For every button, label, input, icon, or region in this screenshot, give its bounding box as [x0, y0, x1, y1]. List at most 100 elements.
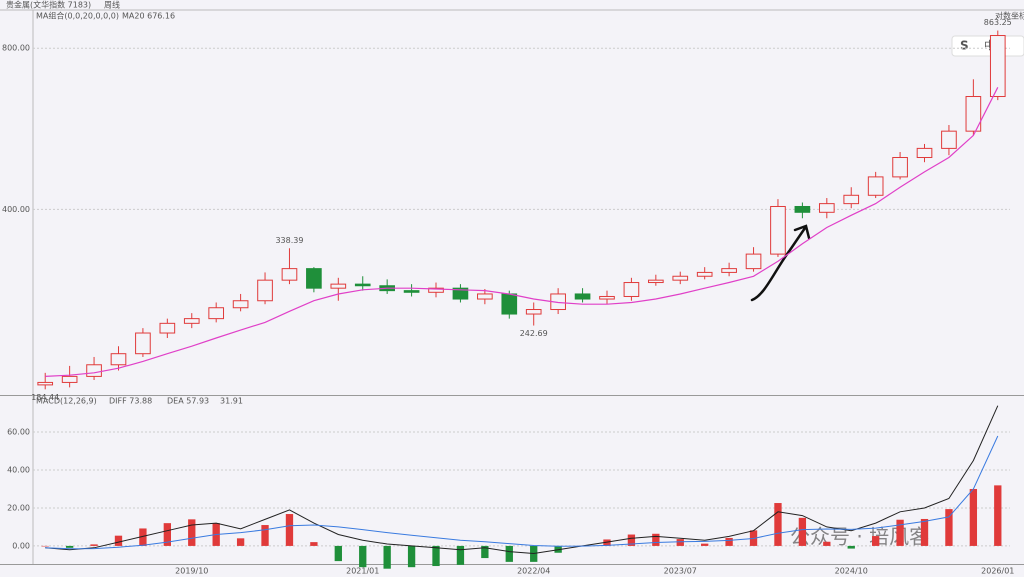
candle-body: [965, 96, 982, 132]
y-tick-label: 400.00: [2, 205, 30, 214]
candle-body: [452, 287, 469, 300]
candle-body: [721, 268, 737, 273]
candle-body: [892, 157, 908, 178]
macd-bar: [603, 539, 611, 546]
y-tick-label: 0.00: [12, 541, 30, 550]
y-tick-label: 20.00: [7, 503, 30, 512]
macd-bar: [896, 519, 904, 546]
macd-bar: [90, 544, 98, 546]
macd-line: [45, 435, 999, 550]
candle-body: [648, 279, 664, 284]
x-tick-label: 2023/07: [664, 567, 697, 576]
x-tick-label: 2024/10: [835, 567, 868, 576]
candle-body: [330, 283, 347, 289]
macd-bar: [774, 503, 782, 546]
candle-body: [61, 375, 78, 383]
macd-bar: [432, 545, 440, 567]
legend-item: MACD(12,26,9): [36, 397, 97, 406]
macd-bar: [969, 488, 978, 546]
macd-bar: [871, 536, 880, 546]
candle-body: [696, 271, 713, 277]
price-annotation: 338.39: [275, 236, 303, 245]
candle-body: [794, 205, 811, 213]
candle-body: [281, 268, 298, 281]
candle-body: [86, 364, 102, 377]
macd-bar: [920, 518, 929, 546]
candle-body: [770, 205, 786, 255]
macd-bar: [505, 545, 513, 562]
candle-body: [599, 295, 615, 300]
macd-bar: [701, 543, 709, 546]
candle-body: [477, 293, 493, 300]
candle-body: [818, 203, 835, 213]
candle-body: [916, 147, 933, 159]
x-tick-label: 2019/10: [175, 567, 208, 576]
macd-bar: [798, 517, 807, 546]
candle-body: [354, 283, 371, 287]
macd-bar: [359, 545, 367, 568]
candle-body: [135, 332, 151, 355]
macd-bar: [41, 545, 49, 547]
macd-bar: [139, 528, 147, 546]
candle-body: [574, 293, 591, 300]
candle-body: [525, 309, 542, 315]
macd-bar: [945, 509, 953, 546]
candle-body: [941, 130, 957, 149]
macd-bar: [994, 485, 1002, 546]
legend-item: MA组合(0,0,20,0,0,0): [36, 11, 119, 21]
candle-body: [501, 293, 518, 315]
candle-body: [867, 176, 884, 196]
macd-bar: [676, 539, 684, 546]
macd-bar: [383, 545, 391, 569]
macd-bar: [310, 542, 318, 546]
macd-bar: [236, 538, 245, 546]
legend-item: MA20 676.16: [122, 12, 175, 21]
macd-bar: [65, 545, 74, 548]
candle-body: [110, 353, 127, 366]
hand-arrow: [750, 224, 811, 302]
candle-body: [208, 307, 225, 320]
candle-body: [183, 318, 200, 324]
macd-bar: [456, 545, 465, 565]
candle-body: [257, 279, 273, 302]
macd-bar: [114, 535, 123, 546]
macd-bar: [481, 545, 489, 559]
legend-item: 31.91: [220, 397, 243, 406]
candle-body: [745, 253, 762, 270]
candle-body: [428, 287, 444, 293]
ma-line: [45, 87, 999, 377]
macd-bar: [725, 537, 733, 546]
macd-bar: [627, 534, 636, 546]
candle-body: [843, 194, 860, 205]
toolbar-icon: S: [960, 39, 969, 53]
period: 周线: [104, 0, 120, 10]
macd-bar: [847, 545, 855, 549]
candle-body: [306, 268, 322, 289]
price-annotation: 242.69: [520, 329, 548, 338]
legend-item: DIFF 73.88: [109, 397, 152, 406]
toolbar-lang[interactable]: 中: [984, 39, 995, 52]
macd-bar: [652, 533, 660, 546]
toolbar[interactable]: S 中: [951, 35, 1024, 57]
scale-note: 对数坐标: [995, 11, 1024, 21]
candle-body: [989, 35, 1006, 98]
macd-bar: [334, 545, 342, 562]
legend-item: DEA 57.93: [167, 397, 209, 406]
toolbar-box: [951, 35, 1024, 57]
y-tick-label: 800.00: [2, 44, 30, 53]
macd-bar: [823, 541, 831, 546]
macd-bar: [188, 519, 196, 546]
price-annotation: 863.25: [984, 18, 1012, 27]
instrument: 贵金属(文华指数 7183): [6, 0, 91, 10]
macd-bar: [261, 525, 269, 546]
candle-body: [672, 275, 689, 281]
y-tick-label: 40.00: [7, 466, 30, 475]
candle-body: [403, 290, 420, 293]
x-tick-label: 2022/04: [517, 567, 550, 576]
macd-bar: [407, 545, 416, 568]
candle-body: [232, 300, 249, 309]
candle-body: [623, 282, 640, 297]
